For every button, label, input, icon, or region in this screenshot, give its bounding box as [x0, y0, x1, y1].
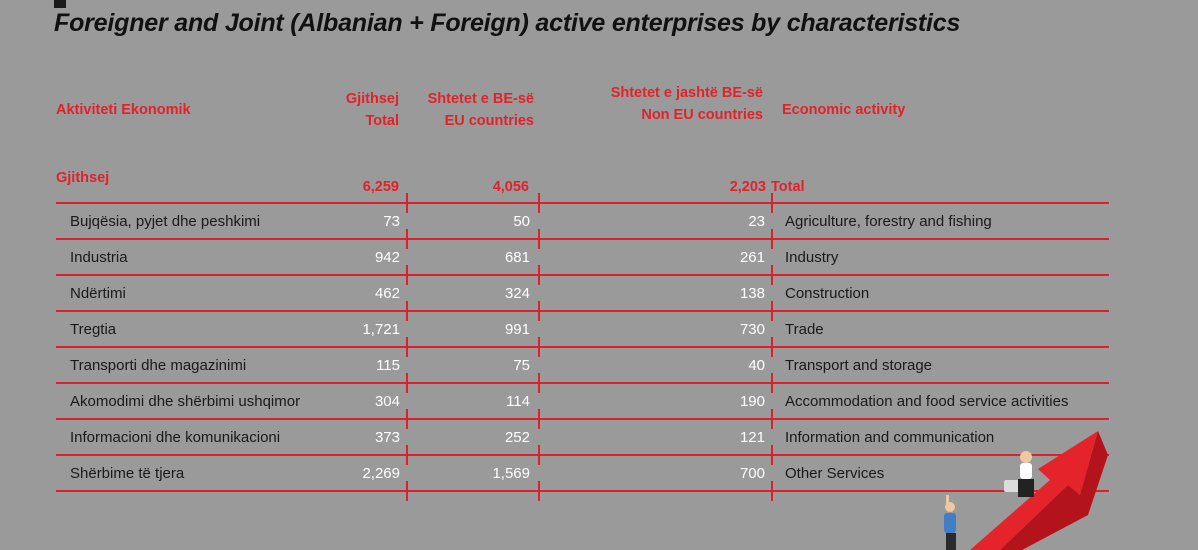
column-divider [406, 337, 408, 357]
column-divider [538, 193, 540, 213]
total-cell: 373 [374, 429, 400, 446]
activity-al-cell: Bujqësia, pyjet dhe peshkimi [70, 213, 261, 230]
activity-al-cell: Transporti dhe magazinimi [70, 357, 247, 374]
total-eu-value: 4,056 [492, 179, 529, 195]
total-value: 6,259 [362, 179, 399, 195]
column-divider [406, 445, 408, 465]
row-divider [56, 382, 1109, 384]
eu-cell: 114 [506, 393, 530, 410]
activity-en-cell: Accommodation and food service activitie… [785, 393, 1069, 410]
row-divider [56, 310, 1109, 312]
column-divider [771, 229, 773, 249]
activity-en-cell: Transport and storage [785, 357, 933, 374]
row-divider [56, 346, 1109, 348]
row-divider [56, 274, 1109, 276]
total-label-en: Total [771, 179, 805, 195]
column-divider [771, 301, 773, 321]
column-divider [538, 481, 540, 501]
column-divider [406, 301, 408, 321]
noneu-cell: 700 [739, 465, 765, 482]
total-cell: 73 [383, 213, 400, 230]
column-divider [538, 265, 540, 285]
activity-en-cell: Construction [785, 285, 870, 302]
column-divider [406, 265, 408, 285]
activity-al-cell: Ndërtimi [70, 285, 126, 302]
header-eu-al: Shtetet e BE-së [427, 91, 534, 107]
total-noneu-value: 2,203 [729, 179, 766, 195]
column-divider [406, 481, 408, 501]
activity-al-cell: Akomodimi dhe shërbimi ushqimor [70, 393, 301, 410]
activity-al-cell: Industria [70, 249, 128, 266]
noneu-cell: 40 [748, 357, 765, 374]
column-divider [771, 193, 773, 213]
noneu-cell: 23 [748, 213, 765, 230]
row-divider [56, 490, 1109, 492]
header-noneu-en: Non EU countries [641, 107, 763, 123]
eu-cell: 75 [513, 357, 530, 374]
total-cell: 115 [376, 357, 400, 374]
column-divider [406, 229, 408, 249]
row-divider [56, 418, 1109, 420]
activity-en-cell: Agriculture, forestry and fishing [785, 213, 992, 230]
activity-en-cell: Industry [785, 249, 839, 266]
column-divider [538, 445, 540, 465]
column-divider [771, 409, 773, 429]
activity-al-cell: Tregtia [70, 321, 117, 338]
column-divider [538, 373, 540, 393]
header-eu-en: EU countries [444, 113, 534, 129]
eu-cell: 681 [504, 249, 530, 266]
column-divider [406, 193, 408, 213]
column-divider [406, 373, 408, 393]
header-total-al: Gjithsej [345, 91, 399, 107]
header-total: Gjithsej Total [300, 88, 399, 132]
page-title: Foreigner and Joint (Albanian + Foreign)… [54, 9, 961, 37]
eu-cell: 1,569 [492, 465, 530, 482]
column-divider [771, 373, 773, 393]
activity-en-cell: Other Services [785, 465, 885, 482]
eu-cell: 50 [513, 213, 530, 230]
noneu-cell: 121 [739, 429, 765, 446]
column-divider [771, 445, 773, 465]
activity-en-cell: Trade [785, 321, 824, 338]
eu-cell: 324 [504, 285, 530, 302]
noneu-cell: 261 [739, 249, 765, 266]
row-divider [56, 202, 1109, 204]
column-divider [771, 265, 773, 285]
column-divider [538, 409, 540, 429]
header-activity-al: Aktiviteti Ekonomik [56, 102, 191, 118]
header-noneu-al: Shtetet e jashtë BE-së [610, 85, 763, 101]
total-cell: 2,269 [362, 465, 400, 482]
column-divider [771, 337, 773, 357]
row-divider [56, 238, 1109, 240]
row-divider [56, 454, 1109, 456]
total-cell: 462 [374, 285, 400, 302]
total-label-al: Gjithsej [56, 170, 110, 186]
title-accent-bar [54, 0, 66, 8]
column-divider [538, 301, 540, 321]
eu-cell: 252 [504, 429, 530, 446]
noneu-cell: 730 [739, 321, 765, 338]
total-cell: 1,721 [362, 321, 400, 338]
header-total-en: Total [365, 113, 399, 129]
noneu-cell: 190 [739, 393, 765, 410]
total-cell: 942 [374, 249, 400, 266]
total-cell: 304 [374, 393, 400, 410]
activity-en-cell: Information and communication [785, 429, 995, 446]
eu-cell: 991 [504, 321, 530, 338]
noneu-cell: 138 [739, 285, 765, 302]
column-divider [406, 409, 408, 429]
activity-al-cell: Shërbime të tjera [70, 465, 185, 482]
column-divider [771, 481, 773, 501]
header-eu: Shtetet e BE-së EU countries [400, 88, 534, 132]
header-noneu: Shtetet e jashtë BE-së Non EU countries [580, 82, 763, 126]
activity-al-cell: Informacioni dhe komunikacioni [70, 429, 281, 446]
header-activity-en: Economic activity [782, 102, 906, 118]
column-divider [538, 229, 540, 249]
growth-arrow-illustration [944, 431, 1108, 550]
column-divider [538, 337, 540, 357]
